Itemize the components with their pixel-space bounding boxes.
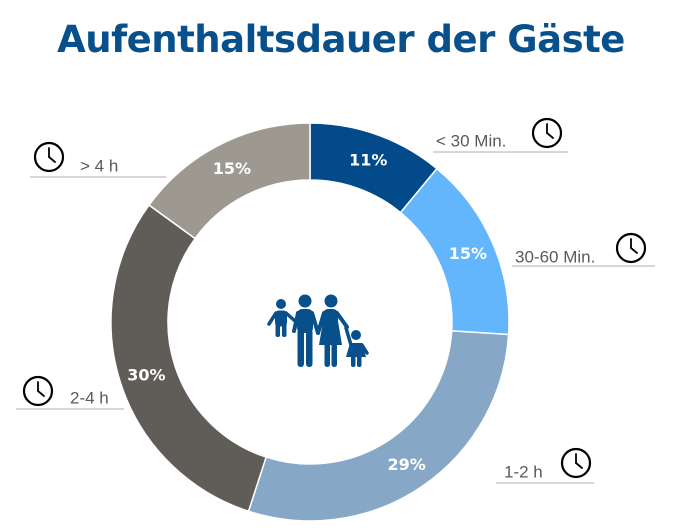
category-label-1: < 30 Min. — [436, 132, 506, 151]
value-label-4: 30% — [127, 366, 165, 385]
value-label-3: 29% — [388, 455, 426, 474]
value-label-5: 15% — [213, 159, 251, 178]
value-label-1: 11% — [349, 151, 387, 170]
value-label-2: 15% — [449, 244, 487, 263]
family-icon — [267, 294, 369, 367]
donut-slice-5 — [147, 122, 311, 240]
category-label-3: 1-2 h — [504, 463, 543, 482]
donut-slices — [110, 122, 510, 522]
donut-slice-3 — [247, 330, 510, 522]
value-labels: 11% 15% 29% 30% 15% — [127, 151, 487, 474]
category-label-4: 2-4 h — [70, 389, 109, 408]
category-label-2: 30-60 Min. — [515, 248, 595, 267]
chart-title: Aufenthaltsdauer der Gäste — [57, 18, 625, 61]
clock-icon — [531, 117, 563, 149]
clock-icon — [22, 375, 54, 407]
donut-slice-4 — [110, 203, 268, 513]
clock-icon — [33, 141, 65, 173]
category-labels: < 30 Min. 30-60 Min. 1-2 h 2-4 h > 4 h — [16, 117, 655, 484]
clock-icon — [615, 232, 647, 264]
category-label-5: > 4 h — [80, 157, 118, 176]
clock-icon — [560, 447, 592, 479]
